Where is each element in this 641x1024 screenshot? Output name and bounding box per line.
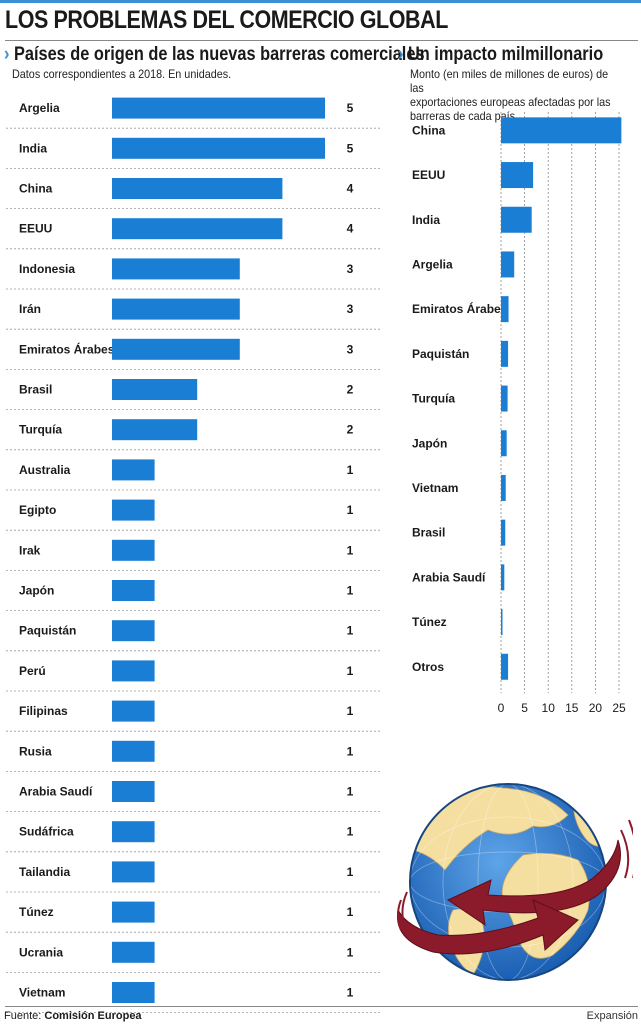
- data-label: 1: [347, 986, 354, 1000]
- bar: [112, 620, 155, 642]
- category-label: EEUU: [19, 222, 52, 236]
- left-panel-subtitle: Datos correspondientes a 2018. En unidad…: [12, 67, 232, 81]
- data-label: 4: [347, 182, 354, 196]
- bar: [112, 379, 198, 400]
- data-label: 5: [347, 141, 354, 155]
- bar: [112, 97, 325, 119]
- category-label: Túnez: [19, 905, 54, 919]
- bar: [112, 338, 240, 360]
- category-label: India: [19, 141, 47, 155]
- category-label: Arabia Saudí: [19, 785, 93, 799]
- data-label: 4: [347, 222, 354, 236]
- category-label: Australia: [19, 463, 71, 477]
- chevron-right-icon: ›: [398, 44, 404, 65]
- category-label: Sudáfrica: [19, 825, 74, 839]
- category-label: Brasil: [19, 383, 52, 397]
- data-label: 1: [347, 865, 354, 879]
- bar: [112, 700, 155, 722]
- bar: [112, 580, 155, 601]
- footer-divider: [5, 1006, 638, 1007]
- bar: [112, 137, 325, 159]
- chevron-right-icon: ›: [4, 44, 10, 65]
- left-panel-title-text: Países de origen de las nuevas barreras …: [13, 44, 425, 65]
- bar: [112, 298, 240, 320]
- data-label: 1: [347, 744, 354, 758]
- data-label: 1: [347, 785, 354, 799]
- category-label: Ucrania: [19, 945, 63, 959]
- bar: [112, 499, 155, 521]
- category-label: Argelia: [19, 101, 60, 115]
- source-label: Fuente:: [4, 1010, 42, 1022]
- bar: [112, 821, 155, 843]
- data-label: 1: [347, 463, 354, 477]
- bar: [112, 459, 155, 481]
- brand-credit: Expansión: [586, 1010, 638, 1022]
- data-label: 5: [347, 101, 354, 115]
- category-label: Japón: [19, 584, 54, 598]
- globe-with-arrows-icon: [396, 783, 633, 981]
- data-label: 1: [347, 624, 354, 638]
- data-label: 1: [347, 905, 354, 919]
- data-label: 3: [347, 342, 354, 356]
- data-label: 1: [347, 543, 354, 557]
- data-label: 1: [347, 945, 354, 959]
- data-label: 2: [347, 383, 354, 397]
- footer-source: Fuente: Comisión Europea: [4, 1010, 142, 1022]
- top-accent-line: [0, 0, 641, 3]
- right-panel-title-text: Un impacto milmillonario: [407, 44, 604, 65]
- page-title: LOS PROBLEMAS DEL COMERCIO GLOBAL: [5, 6, 448, 34]
- category-label: Egipto: [19, 503, 56, 517]
- bar: [112, 218, 283, 240]
- right-panel-subtitle-line: Monto (en miles de millones de euros) de…: [410, 67, 609, 95]
- bar: [112, 941, 155, 963]
- data-label: 1: [347, 825, 354, 839]
- bar: [112, 901, 155, 923]
- category-label: Tailandia: [19, 865, 70, 879]
- category-label: China: [19, 182, 53, 196]
- bar: [112, 539, 155, 561]
- data-label: 1: [347, 584, 354, 598]
- category-label: Perú: [19, 664, 46, 678]
- bar: [112, 178, 283, 199]
- category-label: Paquistán: [19, 624, 76, 638]
- bar: [112, 861, 155, 883]
- data-label: 3: [347, 302, 354, 316]
- category-label: Rusia: [19, 744, 52, 758]
- source-name: Comisión Europea: [44, 1010, 142, 1022]
- data-label: 1: [347, 664, 354, 678]
- data-label: 1: [347, 503, 354, 517]
- data-label: 3: [347, 262, 354, 276]
- category-label: Vietnam: [19, 986, 65, 1000]
- left-panel-title: › Países de origen de las nuevas barrera…: [4, 44, 425, 66]
- bar: [112, 982, 155, 1003]
- bar: [112, 419, 198, 441]
- category-label: Filipinas: [19, 704, 68, 718]
- category-label: Indonesia: [19, 262, 75, 276]
- bar: [112, 660, 155, 682]
- bar: [112, 258, 240, 280]
- right-panel-title: › Un impacto milmillonario: [398, 44, 603, 66]
- bar: [112, 781, 155, 802]
- right-panel-subtitle-line: barreras de cada país.: [410, 109, 519, 123]
- title-divider: [5, 40, 638, 41]
- data-label: 2: [347, 423, 354, 437]
- right-panel-subtitle-line: exportaciones europeas afectadas por las: [410, 95, 611, 109]
- category-label: Turquía: [19, 423, 62, 437]
- category-label: Emiratos Árabes: [19, 341, 115, 356]
- category-label: Irán: [19, 302, 41, 316]
- data-label: 1: [347, 704, 354, 718]
- category-label: Irak: [19, 543, 41, 557]
- bar: [112, 740, 155, 762]
- right-panel-subtitle: Monto (en miles de millones de euros) de…: [410, 67, 618, 123]
